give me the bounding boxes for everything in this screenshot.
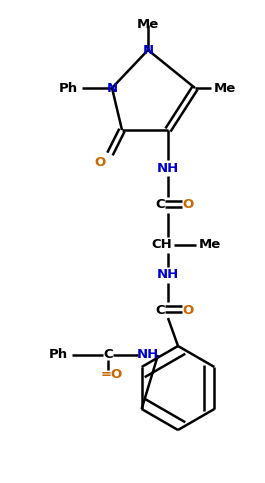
Text: Me: Me bbox=[199, 239, 221, 252]
Text: C: C bbox=[103, 349, 113, 361]
Text: Me: Me bbox=[214, 82, 236, 95]
Text: O: O bbox=[182, 303, 194, 316]
Text: C: C bbox=[155, 199, 165, 212]
Text: N: N bbox=[107, 82, 118, 95]
Text: NH: NH bbox=[137, 349, 159, 361]
Text: O: O bbox=[94, 156, 106, 169]
Text: =O: =O bbox=[101, 369, 123, 382]
Text: CH: CH bbox=[152, 239, 172, 252]
Text: O: O bbox=[182, 199, 194, 212]
Text: NH: NH bbox=[157, 161, 179, 174]
Text: NH: NH bbox=[157, 269, 179, 282]
Text: C: C bbox=[155, 303, 165, 316]
Text: Me: Me bbox=[137, 18, 159, 31]
Text: N: N bbox=[143, 43, 153, 57]
Text: Ph: Ph bbox=[48, 349, 68, 361]
Text: Ph: Ph bbox=[59, 82, 78, 95]
